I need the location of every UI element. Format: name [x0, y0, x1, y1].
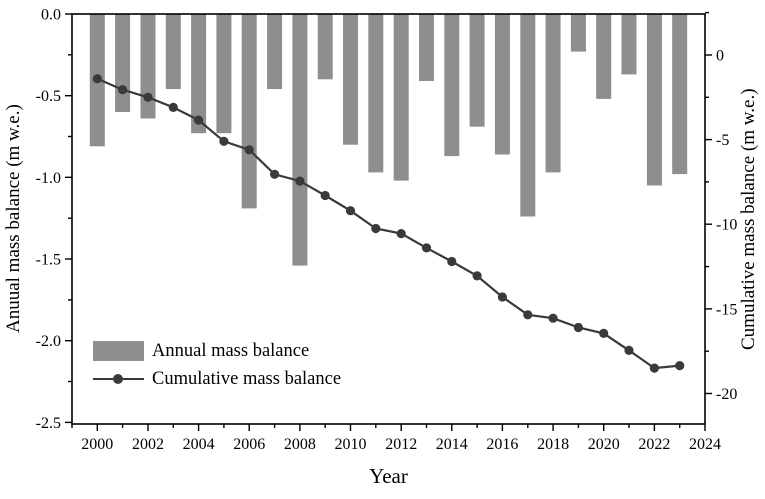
bar-2002	[140, 14, 156, 119]
cumulative-point-2011	[371, 223, 381, 234]
bar-2021	[621, 14, 637, 75]
bar-2009	[317, 14, 333, 80]
legend-item-annual: Annual mass balance	[93, 339, 341, 363]
cumulative-point-2016	[497, 292, 507, 302]
x-tick-label: 2018	[537, 436, 569, 453]
legend: Annual mass balance Cumulative mass bala…	[93, 339, 341, 395]
legend-marker-dot	[113, 374, 123, 384]
x-axis-title: Year	[369, 464, 408, 488]
left-tick-label: -2.5	[36, 415, 61, 432]
legend-item-cumulative: Cumulative mass balance	[93, 367, 341, 391]
cumulative-point-2007	[270, 169, 280, 179]
right-tick-label: 0	[716, 48, 724, 65]
bar-2014	[444, 14, 460, 157]
bar-2005	[216, 14, 232, 134]
legend-label-annual: Annual mass balance	[152, 340, 310, 361]
right-tick-label: -10	[716, 217, 737, 234]
left-tick-label: -2.0	[36, 333, 61, 350]
bar-2006	[241, 14, 257, 209]
left-axis-title: Anuual mass balance (m w.e.)	[3, 104, 24, 334]
plot-frame	[71, 13, 706, 425]
bar-2017	[520, 14, 536, 217]
x-tick-label: 2008	[284, 436, 316, 453]
x-tick-label: 2022	[638, 436, 670, 453]
bar-2003	[165, 14, 181, 90]
bar-2020	[596, 14, 612, 99]
bar-2007	[267, 14, 283, 90]
cumulative-point-2001	[118, 85, 128, 95]
x-tick-label: 2012	[385, 436, 417, 453]
bar-swatch	[93, 341, 144, 361]
left-tick-label: -1.0	[36, 170, 61, 187]
cumulative-point-2023	[675, 361, 685, 371]
right-axis-title: Cumulative mass balance (m w.e.)	[738, 88, 759, 350]
bar-2019	[570, 14, 586, 52]
x-tick-label: 2024	[689, 436, 721, 453]
cumulative-point-2008	[295, 176, 305, 186]
bar-2022	[646, 14, 662, 186]
cumulative-point-2003	[168, 102, 178, 112]
cumulative-point-2013	[421, 243, 432, 253]
bar-2012	[393, 14, 409, 181]
bar-2004	[191, 14, 207, 134]
left-tick-label: -0.5	[36, 88, 61, 105]
legend-label-cumulative: Cumulative mass balance	[152, 368, 342, 389]
right-tick-label: -20	[716, 386, 737, 403]
x-tick-label: 2014	[436, 436, 468, 453]
cumulative-point-2002	[143, 92, 153, 102]
line-marker-swatch	[93, 369, 144, 389]
x-tick-label: 2006	[233, 436, 265, 453]
x-tick-label: 2010	[335, 436, 367, 453]
cumulative-point-2005	[219, 136, 229, 146]
x-tick-label: 2004	[183, 436, 215, 453]
cumulative-point-2009	[320, 190, 330, 201]
cumulative-point-2019	[573, 322, 584, 333]
cumulative-point-2012	[396, 229, 406, 239]
cumulative-point-2017	[523, 310, 533, 320]
x-tick-label: 2000	[81, 436, 113, 453]
cumulative-point-2006	[244, 145, 254, 155]
bar-2001	[115, 14, 131, 112]
cumulative-point-2014	[447, 256, 457, 267]
cumulative-point-2022	[649, 363, 660, 373]
right-tick-label: -5	[716, 132, 729, 149]
cumulative-point-2015	[472, 271, 482, 281]
bar-2018	[545, 14, 561, 173]
bar-2010	[343, 14, 358, 145]
bar-2023	[672, 14, 688, 175]
cumulative-point-2018	[548, 313, 558, 323]
left-tick-label: 0.0	[41, 7, 61, 24]
cumulative-point-2021	[624, 345, 634, 355]
bar-2015	[469, 14, 485, 127]
bar-2011	[368, 14, 384, 173]
x-tick-label: 2002	[132, 436, 164, 453]
x-tick-label: 2020	[588, 436, 620, 453]
cumulative-point-2010	[345, 206, 356, 216]
x-tick-label: 2016	[486, 436, 518, 453]
right-tick-label: -15	[716, 301, 737, 318]
cumulative-point-2004	[194, 115, 204, 125]
bar-2013	[419, 14, 434, 81]
bar-2008	[292, 14, 308, 266]
cumulative-point-2020	[599, 328, 609, 338]
cumulative-point-2000	[92, 74, 102, 84]
cumulative-line	[96, 77, 680, 370]
bar-2016	[494, 14, 510, 155]
left-tick-label: -1.5	[36, 252, 61, 269]
